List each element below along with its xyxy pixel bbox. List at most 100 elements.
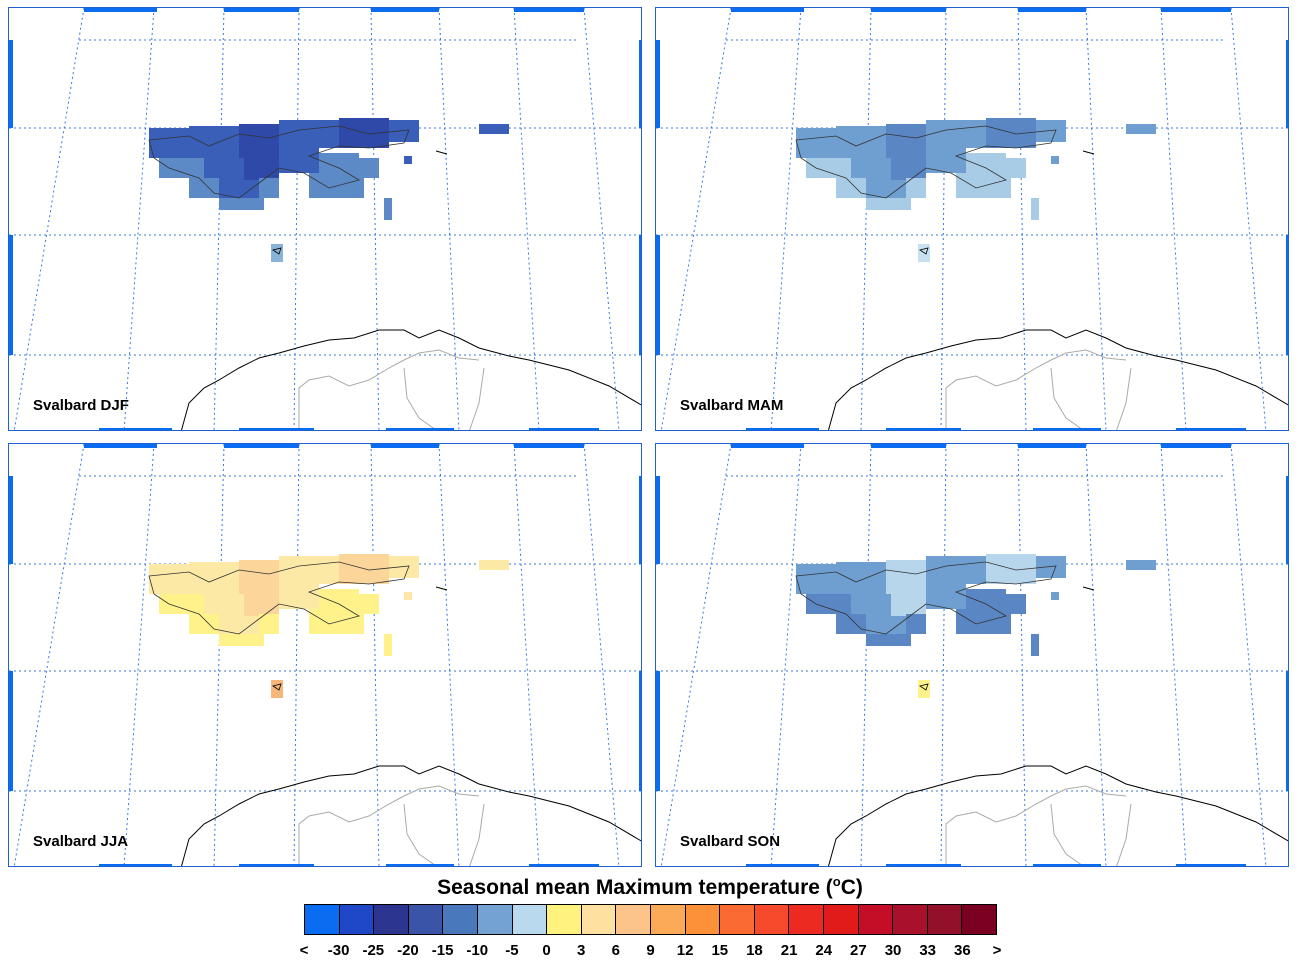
colorbar-swatch [962, 905, 996, 934]
frame-tick [639, 476, 641, 564]
temperature-cell [149, 564, 189, 594]
temperature-cell [806, 158, 851, 178]
map-panel-mam: Svalbard MAM [655, 7, 1289, 431]
frame-tick [1286, 235, 1288, 355]
frame-tick [239, 428, 314, 430]
colorbar-tick-label: 21 [780, 942, 798, 959]
frame-tick [886, 428, 961, 430]
frame-tick [1018, 444, 1086, 448]
graticule-line [1085, 8, 1107, 430]
temperature-cell [279, 556, 339, 584]
temperature-cell [189, 178, 219, 198]
frame-tick [731, 444, 804, 448]
country-border [945, 785, 1127, 866]
frame-tick [9, 40, 13, 128]
graticule-line [583, 8, 620, 430]
temperature-cell [796, 128, 836, 158]
temperature-cell [906, 178, 926, 198]
temperature-cell [189, 614, 219, 634]
country-border [1116, 367, 1132, 430]
temperature-cell [479, 560, 509, 570]
frame-tick [656, 235, 660, 355]
map-canvas [656, 444, 1288, 866]
legend-title: Seasonal mean Maximum temperature (oC) [437, 874, 863, 899]
colorbar-tick-label: 18 [746, 942, 763, 959]
coastline [435, 586, 448, 591]
temperature-cell [926, 556, 986, 584]
temperature-cell [1051, 592, 1059, 600]
temperature-cell [219, 616, 259, 638]
temperature-cell [956, 609, 1011, 634]
map-panel-jja: Svalbard JJA [8, 443, 642, 867]
graticule-line [370, 8, 380, 430]
panel-label: Svalbard MAM [680, 397, 784, 414]
coastline [828, 765, 1288, 866]
temperature-cell [886, 560, 926, 596]
temperature-cell [159, 594, 204, 614]
map-panel-son: Svalbard SON [655, 443, 1289, 867]
temperature-cell [309, 609, 364, 634]
temperature-cell [384, 198, 392, 220]
colorbar-tick-label: -25 [362, 942, 385, 959]
graticule-line [123, 8, 155, 430]
colorbar-tick-label: 0 [542, 942, 551, 959]
temperature-cell [886, 124, 926, 160]
country-border [403, 803, 438, 866]
frame-tick [1161, 8, 1231, 12]
temperature-cell [1036, 556, 1066, 578]
temperature-cell [219, 180, 259, 202]
graticule-line [1230, 444, 1267, 866]
frame-tick [386, 864, 454, 866]
frame-tick [1286, 476, 1288, 564]
frame-tick [1176, 428, 1246, 430]
temperature-cell [1031, 198, 1039, 220]
colorbar-swatch [823, 905, 859, 934]
coastline [181, 329, 641, 430]
frame-tick [731, 8, 804, 12]
temperature-cell [836, 614, 866, 634]
coastline [795, 561, 1057, 635]
colorbar-tick-label: > [992, 942, 1002, 959]
temperature-cell [219, 198, 264, 210]
panel-label: Svalbard DJF [33, 397, 129, 414]
temperature-cell [319, 589, 359, 609]
country-border [403, 367, 438, 430]
temperature-cell [966, 153, 1006, 173]
graticule-line [513, 444, 540, 866]
temperature-cell [404, 156, 412, 164]
coastline [828, 329, 1288, 430]
colorbar-swatch [339, 905, 375, 934]
graticule-line [660, 8, 732, 430]
country-border [945, 349, 1127, 430]
coastline [435, 150, 448, 155]
colorbar-tick-label: 9 [646, 942, 655, 959]
panel-label: Svalbard JJA [33, 833, 129, 850]
temperature-cell [404, 592, 412, 600]
country-border [1050, 367, 1085, 430]
temperature-cell [1051, 156, 1059, 164]
map-canvas [9, 8, 641, 430]
frame-tick [239, 864, 314, 866]
coastline [919, 683, 929, 691]
map-canvas [9, 444, 641, 866]
colorbar-swatch [408, 905, 444, 934]
temperature-cell [866, 616, 906, 638]
frame-tick [639, 40, 641, 128]
temperature-cell [279, 120, 339, 148]
colorbar-swatch [305, 905, 340, 934]
colorbar-swatch [720, 905, 755, 934]
colorbar-tick-label: -15 [431, 942, 454, 959]
colorbar-tick-label: -30 [327, 942, 350, 959]
graticule-line [940, 8, 947, 430]
colorbar-tick-label: -5 [505, 942, 519, 959]
colorbar-tick-label: 27 [850, 942, 867, 959]
coastline [272, 683, 282, 691]
graticule-line [293, 8, 300, 430]
frame-tick [1033, 864, 1101, 866]
colorbar-tick-label: 6 [611, 942, 621, 959]
frame-tick [639, 235, 641, 355]
graticule-line [660, 444, 732, 866]
graticule-line [1017, 444, 1027, 866]
frame-tick [656, 40, 660, 128]
temperature-cell [279, 148, 319, 173]
